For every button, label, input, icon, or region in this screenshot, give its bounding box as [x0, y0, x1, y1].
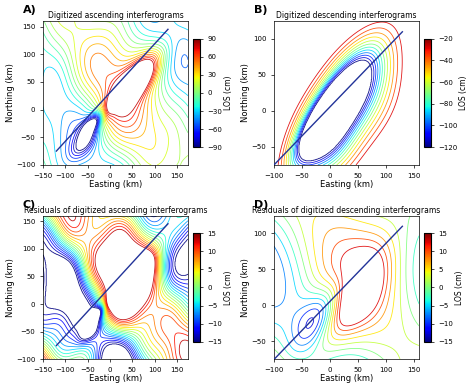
X-axis label: Easting (km): Easting (km): [320, 180, 373, 189]
Y-axis label: Northing (km): Northing (km): [6, 258, 15, 317]
X-axis label: Easting (km): Easting (km): [89, 375, 142, 384]
Title: Residuals of digitized ascending interferograms: Residuals of digitized ascending interfe…: [24, 206, 207, 215]
Y-axis label: Northing (km): Northing (km): [241, 258, 250, 317]
Y-axis label: Northing (km): Northing (km): [6, 63, 15, 123]
Y-axis label: LOS (cm): LOS (cm): [459, 76, 468, 110]
X-axis label: Easting (km): Easting (km): [320, 375, 373, 384]
Title: Digitized descending interferograms: Digitized descending interferograms: [276, 11, 417, 20]
Text: C): C): [23, 200, 36, 210]
Y-axis label: Northing (km): Northing (km): [241, 63, 250, 123]
X-axis label: Easting (km): Easting (km): [89, 180, 142, 189]
Title: Digitized ascending interferograms: Digitized ascending interferograms: [47, 11, 183, 20]
Y-axis label: LOS (cm): LOS (cm): [455, 270, 464, 305]
Y-axis label: LOS (cm): LOS (cm): [224, 270, 233, 305]
Title: Residuals of digitized descending interferograms: Residuals of digitized descending interf…: [253, 206, 441, 215]
Text: D): D): [254, 200, 268, 210]
Y-axis label: LOS (cm): LOS (cm): [224, 76, 233, 110]
Text: B): B): [254, 5, 267, 15]
Text: A): A): [23, 5, 36, 15]
